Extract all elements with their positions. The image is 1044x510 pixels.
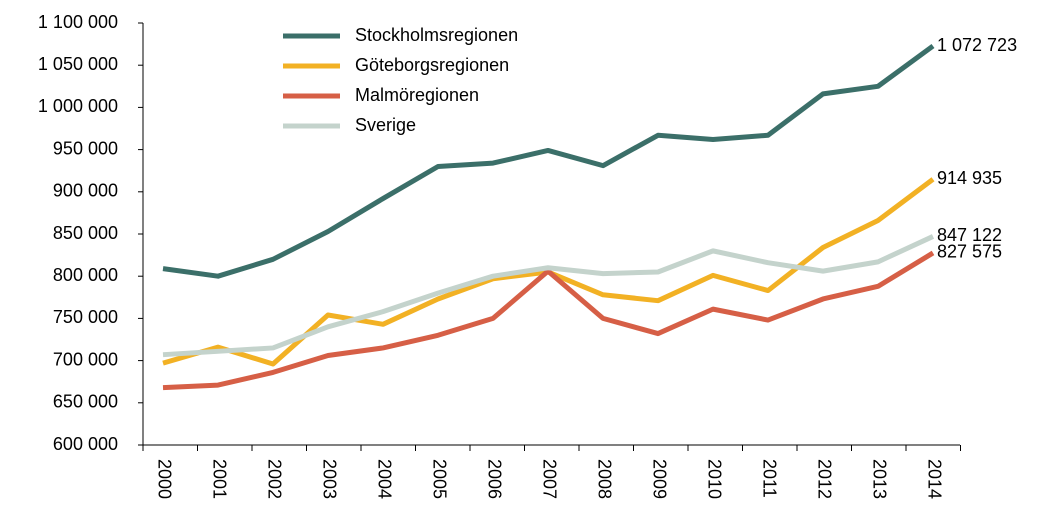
x-tick-label: 2012 bbox=[814, 459, 834, 499]
x-tick-label: 2004 bbox=[374, 459, 394, 499]
x-tick-label: 2003 bbox=[319, 459, 339, 499]
y-tick-label: 850 000 bbox=[53, 223, 118, 243]
y-tick-label: 600 000 bbox=[53, 434, 118, 454]
value-label: 827 575 bbox=[937, 242, 1002, 262]
y-tick-label: 750 000 bbox=[53, 307, 118, 327]
y-tick-label: 900 000 bbox=[53, 181, 118, 201]
y-tick-label: 800 000 bbox=[53, 265, 118, 285]
x-tick-label: 2009 bbox=[649, 459, 669, 499]
x-tick-label: 2001 bbox=[209, 459, 229, 499]
y-tick-label: 700 000 bbox=[53, 349, 118, 369]
x-tick-label: 2008 bbox=[594, 459, 614, 499]
x-tick-label: 2011 bbox=[759, 459, 779, 498]
series-line bbox=[162, 250, 935, 391]
legend-label: Stockholmsregionen bbox=[355, 25, 518, 45]
series-line bbox=[162, 234, 935, 358]
x-tick-label: 2000 bbox=[154, 459, 174, 499]
x-tick-label: 2002 bbox=[264, 459, 284, 499]
y-tick-label: 1 000 000 bbox=[38, 96, 118, 116]
y-tick-label: 950 000 bbox=[53, 138, 118, 158]
x-tick-label: 2007 bbox=[539, 459, 559, 499]
y-tick-label: 650 000 bbox=[53, 392, 118, 412]
x-tick-label: 2013 bbox=[869, 459, 889, 499]
legend-label: Malmöregionen bbox=[355, 85, 479, 105]
x-tick-label: 2014 bbox=[924, 459, 944, 499]
value-label: 914 935 bbox=[937, 168, 1002, 188]
value-label: 847 122 bbox=[937, 225, 1002, 245]
value-label: 1 072 723 bbox=[937, 35, 1017, 55]
x-tick-label: 2005 bbox=[429, 459, 449, 499]
legend-label: Sverige bbox=[355, 115, 416, 135]
series-line bbox=[162, 44, 935, 279]
y-tick-label: 1 050 000 bbox=[38, 54, 118, 74]
legend-label: Göteborgsregionen bbox=[355, 55, 509, 75]
x-tick-label: 2006 bbox=[484, 459, 504, 499]
x-tick-label: 2010 bbox=[704, 459, 724, 499]
y-tick-label: 1 100 000 bbox=[38, 12, 118, 32]
